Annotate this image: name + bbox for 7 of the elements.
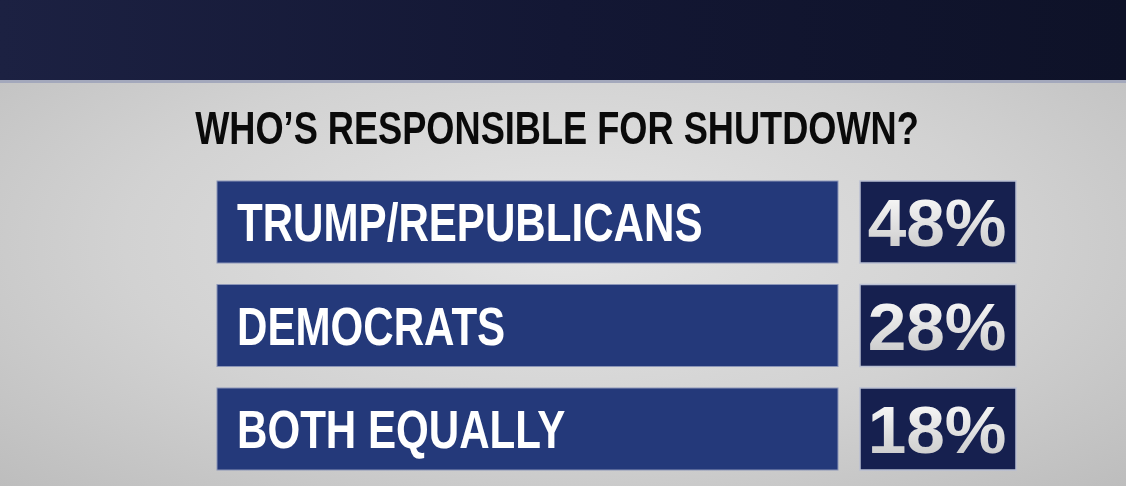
- category-label: BOTH EQUALLY: [237, 398, 566, 460]
- data-label: 28%: [867, 290, 1007, 364]
- text: WHO’S RESPONSIBLE FOR SHUTDOWN?: [195, 101, 919, 155]
- data-label: 18%: [867, 393, 1007, 467]
- data-label: 48%: [867, 186, 1007, 260]
- category-label: DEMOCRATS: [237, 295, 506, 356]
- category-label: TRUMP/REPUBLICANS: [237, 191, 703, 253]
